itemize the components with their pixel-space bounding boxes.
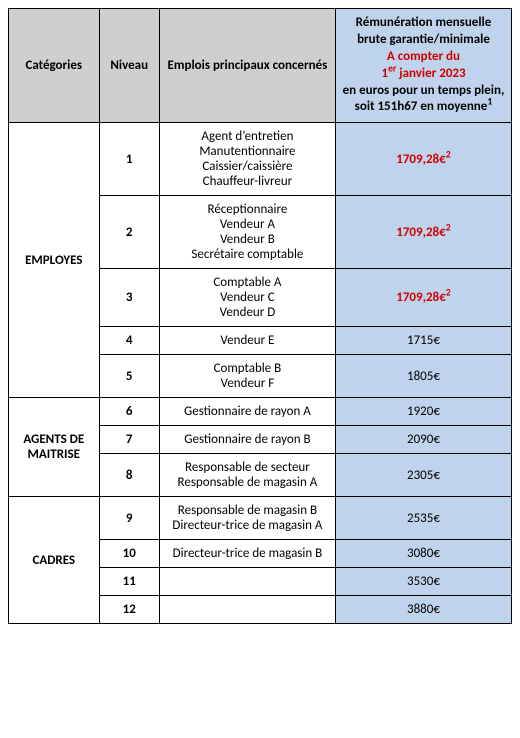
niveau-cell: 11 — [99, 568, 159, 596]
category-cell: AGENTS DE MAITRISE — [9, 398, 100, 497]
niveau-cell: 12 — [99, 596, 159, 624]
remuneration-cell: 1709,28€2 — [335, 269, 511, 327]
niveau-cell: 3 — [99, 269, 159, 327]
header-rem-line3: en euros pour un temps plein, soit 151h6… — [340, 83, 507, 117]
niveau-cell: 10 — [99, 540, 159, 568]
niveau-cell: 4 — [99, 327, 159, 355]
niveau-cell: 8 — [99, 454, 159, 497]
niveau-cell: 1 — [99, 123, 159, 196]
header-emplois: Emplois principaux concernés — [159, 9, 335, 123]
niveau-cell: 5 — [99, 355, 159, 398]
remuneration-cell: 2535€ — [335, 497, 511, 540]
niveau-cell: 2 — [99, 196, 159, 269]
header-categories: Catégories — [9, 9, 100, 123]
remuneration-cell: 2090€ — [335, 426, 511, 454]
emplois-cell: Vendeur E — [159, 327, 335, 355]
header-niveau: Niveau — [99, 9, 159, 123]
remuneration-cell: 1920€ — [335, 398, 511, 426]
remuneration-cell: 1709,28€2 — [335, 123, 511, 196]
remuneration-cell: 1715€ — [335, 327, 511, 355]
niveau-cell: 7 — [99, 426, 159, 454]
emplois-cell: RéceptionnaireVendeur AVendeur BSecrétai… — [159, 196, 335, 269]
niveau-cell: 9 — [99, 497, 159, 540]
emplois-cell: Responsable de secteurResponsable de mag… — [159, 454, 335, 497]
salary-table: Catégories Niveau Emplois principaux con… — [8, 8, 512, 624]
table-row: CADRES9Responsable de magasin BDirecteur… — [9, 497, 512, 540]
header-row: Catégories Niveau Emplois principaux con… — [9, 9, 512, 123]
header-rem-red: A compter du 1er janvier 2023 — [340, 49, 507, 83]
emplois-cell — [159, 596, 335, 624]
table-row: AGENTS DE MAITRISE6Gestionnaire de rayon… — [9, 398, 512, 426]
header-remuneration: Rémunération mensuelle brute garantie/mi… — [335, 9, 511, 123]
table-body: EMPLOYES1Agent d’entretienManutentionnai… — [9, 123, 512, 624]
remuneration-cell: 3530€ — [335, 568, 511, 596]
category-cell: CADRES — [9, 497, 100, 624]
emplois-cell: Agent d’entretienManutentionnaireCaissie… — [159, 123, 335, 196]
emplois-cell — [159, 568, 335, 596]
niveau-cell: 6 — [99, 398, 159, 426]
emplois-cell: Directeur-trice de magasin B — [159, 540, 335, 568]
remuneration-cell: 1709,28€2 — [335, 196, 511, 269]
emplois-cell: Responsable de magasin BDirecteur-trice … — [159, 497, 335, 540]
table-row: EMPLOYES1Agent d’entretienManutentionnai… — [9, 123, 512, 196]
header-rem-line1: Rémunération mensuelle brute garantie/mi… — [340, 15, 507, 49]
category-cell: EMPLOYES — [9, 123, 100, 398]
remuneration-cell: 3880€ — [335, 596, 511, 624]
remuneration-cell: 2305€ — [335, 454, 511, 497]
emplois-cell: Comptable BVendeur F — [159, 355, 335, 398]
emplois-cell: Gestionnaire de rayon A — [159, 398, 335, 426]
remuneration-cell: 3080€ — [335, 540, 511, 568]
emplois-cell: Gestionnaire de rayon B — [159, 426, 335, 454]
emplois-cell: Comptable AVendeur CVendeur D — [159, 269, 335, 327]
remuneration-cell: 1805€ — [335, 355, 511, 398]
